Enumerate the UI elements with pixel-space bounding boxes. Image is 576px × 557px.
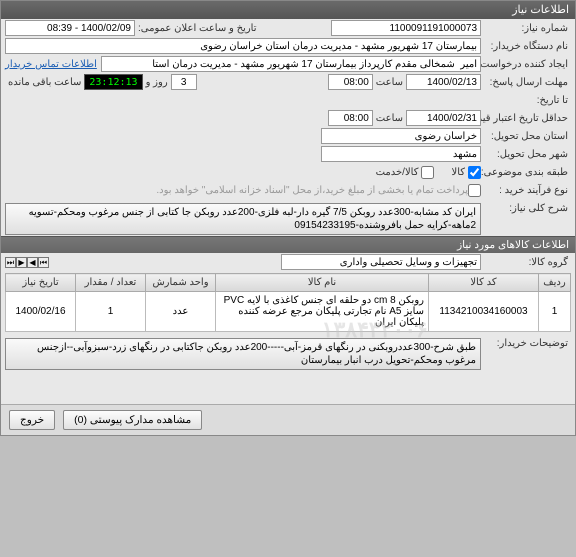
label-service: کالا/خدمت	[373, 167, 422, 178]
label-process: نوع فرآیند خرید :	[481, 185, 571, 196]
service-checkbox[interactable]	[421, 166, 434, 179]
cell-row: 1	[539, 292, 571, 332]
pager-prev-icon[interactable]: ◀	[27, 257, 38, 268]
th-name: نام کالا	[216, 274, 429, 292]
cell-unit: عدد	[146, 292, 216, 332]
general-desc-field: ایران کد مشابه-300عدد روبکن 7/5 گیره دار…	[5, 203, 481, 235]
label-req-no: شماره نیاز:	[481, 23, 571, 34]
countdown-timer: 23:12:13	[84, 74, 142, 90]
label-to-date: تا تاریخ:	[481, 95, 571, 106]
label-goods: کالا	[448, 167, 468, 178]
label-pub-date: تاریخ و ساعت اعلان عمومی:	[135, 23, 260, 34]
close-button[interactable]: خروج	[9, 410, 55, 430]
label-buyer-notes: توضیحات خریدار:	[481, 338, 571, 349]
pager-first-icon[interactable]: ⏮	[38, 257, 49, 268]
req-no-field	[331, 20, 481, 36]
label-remain: ساعت باقی مانده	[5, 77, 84, 88]
answer-hour-field	[328, 74, 373, 90]
th-code: کد کالا	[429, 274, 539, 292]
label-city: شهر محل تحویل:	[481, 149, 571, 160]
process-hint: پرداخت تمام یا بخشی از مبلغ خرید،از محل …	[156, 185, 468, 196]
th-unit: واحد شمارش	[146, 274, 216, 292]
table-row: 1 1134210034160003 روبکن cm 8 دو حلقه ای…	[6, 292, 571, 332]
contact-info-link[interactable]: اطلاعات تماس خریدار	[5, 59, 97, 70]
label-province: استان محل تحویل:	[481, 131, 571, 142]
th-row: ردیف	[539, 274, 571, 292]
label-answer-deadline: مهلت ارسال پاسخ:	[481, 77, 571, 88]
cell-qty: 1	[76, 292, 146, 332]
th-date: تاریخ نیاز	[6, 274, 76, 292]
label-general-desc: شرح کلی نیاز:	[481, 203, 571, 214]
cell-code: 1134210034160003	[429, 292, 539, 332]
process-checkbox[interactable]	[468, 184, 481, 197]
pager-next-icon[interactable]: ▶	[16, 257, 27, 268]
remain-days-field	[171, 74, 197, 90]
items-info-header: اطلاعات کالاهای مورد نیاز	[1, 236, 575, 253]
cell-date: 1400/02/16	[6, 292, 76, 332]
label-hour-2: ساعت	[373, 113, 406, 124]
attachments-button[interactable]: مشاهده مدارک پیوستی (0)	[63, 410, 202, 430]
answer-date-field	[406, 74, 481, 90]
items-table: ردیف کد کالا نام کالا واحد شمارش تعداد /…	[5, 273, 571, 332]
buyer-org-field	[5, 38, 481, 54]
cell-name: روبکن cm 8 دو حلقه ای جنس کاغذی با لایه …	[216, 292, 429, 332]
validity-hour-field	[328, 110, 373, 126]
goods-checkbox[interactable]	[468, 166, 481, 179]
item-group-field	[281, 254, 481, 270]
creator-field	[101, 56, 481, 72]
label-buyer-org: نام دستگاه خریدار:	[481, 41, 571, 52]
label-creator: ایجاد کننده درخواست:	[481, 59, 571, 70]
label-hour-1: ساعت	[373, 77, 406, 88]
pub-date-field	[5, 20, 135, 36]
validity-date-field	[406, 110, 481, 126]
label-day-and: روز و	[143, 77, 171, 88]
buyer-notes-field: طبق شرح-300عددروبکنی در رنگهای قرمز-آبی-…	[5, 338, 481, 370]
label-budget: طبقه بندی موضوعی:	[481, 167, 571, 178]
th-qty: تعداد / مقدار	[76, 274, 146, 292]
province-field	[321, 128, 481, 144]
window-title: اطلاعات نیاز	[1, 1, 575, 19]
city-field	[321, 146, 481, 162]
label-item-group: گروه کالا:	[481, 257, 571, 268]
pager-last-icon[interactable]: ⏭	[5, 257, 16, 268]
label-validity: حداقل تاریخ اعتبار قیمت:	[481, 113, 571, 124]
